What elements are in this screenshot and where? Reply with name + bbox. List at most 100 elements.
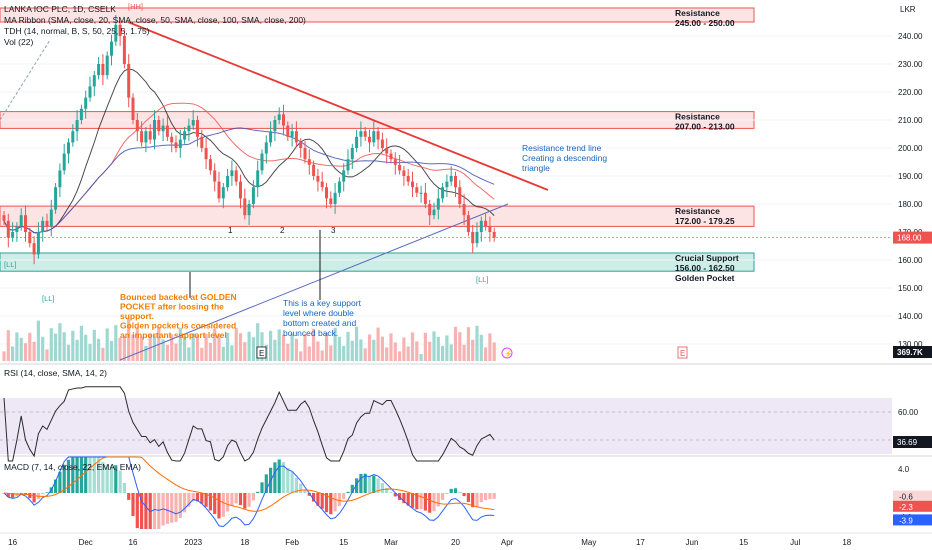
trendline-annotation: triangle	[522, 163, 550, 173]
volume-bar	[101, 347, 105, 361]
time-tick-label: 18	[842, 538, 851, 547]
volume-bar	[393, 342, 397, 361]
volume-bar	[19, 337, 23, 361]
candle-body	[92, 75, 96, 87]
volume-bar	[200, 347, 204, 361]
resistance-zone	[0, 205, 755, 227]
macd-histogram-bar	[312, 493, 316, 502]
candle-body	[49, 209, 53, 227]
moving-average-line	[3, 127, 495, 234]
trendline-layer	[0, 21, 549, 191]
candle-body	[299, 142, 303, 148]
volume-bar	[92, 329, 96, 361]
volume-bar	[316, 341, 320, 361]
macd-histogram-bar	[109, 465, 114, 493]
volume-bar	[376, 327, 380, 361]
volume-bar	[307, 346, 311, 361]
macd-histogram-bar	[114, 465, 118, 493]
candle-body	[239, 181, 242, 199]
candle-body	[337, 181, 341, 193]
indicator-volume: Vol (22)	[4, 37, 33, 47]
volume-bar	[247, 331, 251, 361]
macd-histogram-bar	[484, 493, 488, 501]
candle-body	[122, 36, 126, 64]
candle-body	[389, 153, 393, 160]
double-bottom-annotation: level where double	[283, 308, 354, 318]
candle-body	[406, 176, 410, 182]
zone-range: 207.00 - 213.00	[675, 122, 735, 132]
candle-body	[355, 136, 359, 148]
candle-body	[484, 220, 488, 227]
macd-histogram-bar	[466, 493, 470, 503]
rsi-value-label: 36.69	[897, 438, 918, 447]
time-axis[interactable]: 16 Dec 16 2023 18 Feb 15 Mar 20 Apr May 17 Jun 15 Jul 1…	[8, 538, 852, 547]
current-price-badge	[893, 231, 932, 244]
volume-bar	[49, 328, 53, 361]
volume-bar	[62, 332, 66, 361]
event-marker	[677, 346, 688, 359]
candle-body	[269, 131, 273, 143]
lightning-icon-glyph: ⚡	[504, 349, 513, 358]
time-tick-label: 18	[240, 538, 249, 547]
candle-body	[385, 148, 389, 154]
volume-bar	[453, 326, 458, 361]
candle-body	[247, 204, 251, 216]
volume-bar	[135, 327, 139, 361]
macd-histogram-bar	[140, 493, 144, 529]
candle-body	[234, 170, 238, 182]
macd-histogram-bar	[238, 493, 243, 506]
volume-bar	[84, 334, 88, 361]
candle-layer	[2, 15, 496, 265]
macd-histogram-bar	[97, 457, 101, 493]
candle-body	[157, 120, 161, 132]
price-axis[interactable]: 240.00 230.00 220.00 210.00 200.00 190.00 180.…	[0, 32, 932, 358]
double-bottom-annotation: This is a key support	[283, 298, 362, 308]
volume-bar	[441, 345, 445, 361]
candle-body	[213, 170, 217, 182]
macd-histogram-bar	[479, 493, 483, 503]
macd-value-label: -3.9	[899, 516, 913, 525]
event-marker	[256, 346, 267, 359]
candle-body	[290, 131, 294, 137]
macd-histogram-bar	[471, 493, 475, 508]
macd-histogram-bar	[183, 493, 187, 513]
volume-bar	[11, 346, 15, 361]
zone-range: 245.00 - 250.00	[675, 18, 735, 28]
rsi-band	[0, 398, 892, 454]
zone-title: Crucial Support	[675, 253, 739, 263]
macd-histogram-bar	[221, 493, 225, 517]
volume-bar	[449, 344, 453, 361]
rsi-tick-label: 60.00	[898, 408, 919, 417]
macd-histogram-bar	[127, 493, 131, 500]
macd-value-label: -2.3	[899, 503, 913, 512]
macd-histogram-bar	[79, 457, 83, 493]
volume-bar	[269, 330, 273, 361]
macd-histogram-bar	[458, 491, 462, 493]
indicator-ma-ribbon: MA Ribbon (SMA, close, 20, SMA, close, 5…	[4, 15, 306, 25]
macd-histogram-bar	[75, 457, 79, 493]
zone-title: Resistance	[675, 112, 720, 122]
candle-body	[316, 176, 320, 182]
macd-histogram-bar	[170, 493, 174, 523]
macd-histogram-bar	[355, 478, 359, 493]
time-tick-label: 15	[739, 538, 748, 547]
volume-bar	[204, 333, 208, 361]
volume-bar	[342, 345, 346, 361]
candle-body	[415, 187, 419, 193]
candle-body	[217, 181, 221, 199]
ll-label: [LL]	[476, 275, 489, 284]
candle-body	[342, 170, 346, 182]
macd-histogram-bar	[324, 493, 329, 513]
macd-histogram-bar	[92, 457, 96, 493]
volume-bar	[217, 334, 221, 361]
candle-body	[88, 86, 92, 98]
candle-body	[84, 97, 88, 109]
candle-body	[325, 187, 328, 199]
volume-bar	[273, 339, 277, 361]
candle-body	[183, 131, 187, 140]
volume-badge	[893, 346, 932, 358]
volume-bar	[187, 347, 191, 361]
volume-bar	[127, 318, 131, 361]
zone-title: Resistance	[675, 8, 720, 18]
